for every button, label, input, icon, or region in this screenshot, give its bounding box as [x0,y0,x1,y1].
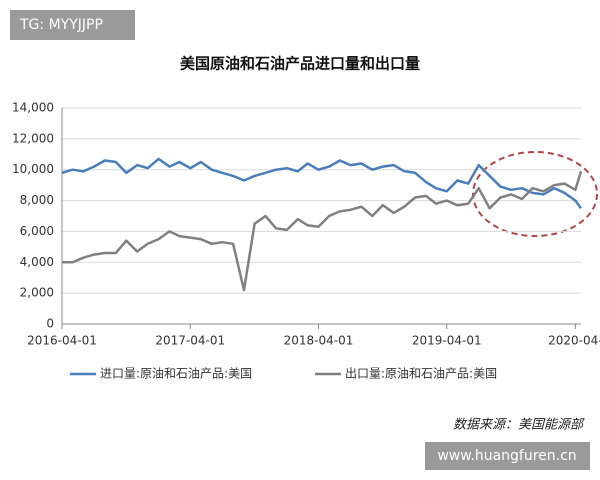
x-tick-label: 2016-04-01 [27,334,97,348]
data-line [61,157,583,210]
watermark-box [10,10,135,40]
y-tick-label: 6,000 [20,224,54,238]
chart-title: 美国原油和石油产品进口量和出口量 [180,55,420,73]
x-tick-label: 2018-04-01 [284,334,354,348]
y-tick-label: 10,000 [12,162,54,176]
x-tick-label: 2020-04- [548,334,600,348]
y-tick-label: 4,000 [20,255,54,269]
y-tick-label: 14,000 [12,101,54,115]
highlight-ellipse [472,151,598,237]
y-tick-label: 2,000 [20,286,54,300]
x-tick-label: 2019-04-01 [412,334,482,348]
y-tick-label: 0 [46,317,54,331]
x-tick-label: 2017-04-01 [155,334,225,348]
source-note: 数据来源：美国能源部 [453,418,585,433]
legend-label: 进口量:原油和石油产品:美国 [100,367,252,381]
y-tick-label: 8,000 [20,193,54,207]
y-tick-label: 12,000 [12,131,54,145]
website: www.huangfuren.cn [437,448,576,464]
legend-label: 出口量:原油和石油产品:美国 [345,367,497,381]
website-box [425,442,590,470]
data-line [62,170,583,292]
watermark: TG: MYYJJPP [19,17,103,33]
